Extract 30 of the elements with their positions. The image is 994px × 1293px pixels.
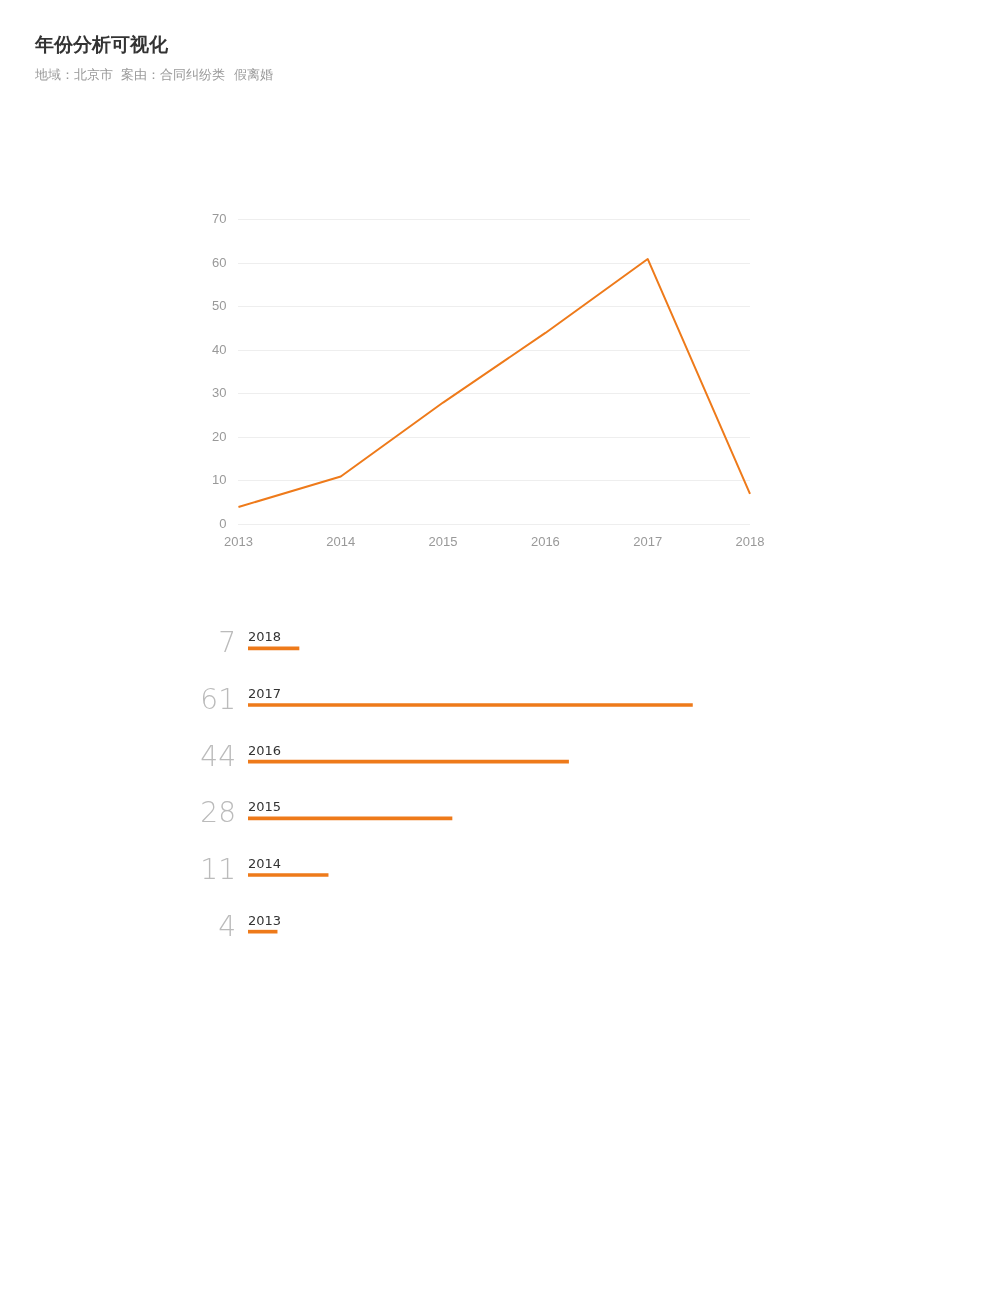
data-label: 7 (218, 626, 236, 660)
y-tick-label: 70 (211, 211, 227, 227)
x-tick-label: 2017 (633, 533, 663, 549)
x-tick-label: 2018 (735, 533, 765, 549)
y-tick-label: 30 (211, 385, 227, 401)
chart-subtitle: 地域：北京市 案由：合同纠纷类 假离婚 (35, 66, 273, 84)
y-tick-label: 2016 (248, 742, 282, 758)
y-tick-label: 10 (211, 472, 227, 488)
x-tick-label: 2016 (530, 533, 560, 549)
y-tick-label: 2017 (248, 686, 282, 701)
data-label: 4 (218, 909, 236, 943)
y-tick-label: 2018 (248, 629, 282, 645)
chart-title: 年份分析可视化 (35, 32, 168, 57)
data-label: 11 (200, 853, 236, 886)
y-tick-label: 2013 (248, 912, 282, 928)
y-tick-label: 0 (219, 515, 227, 531)
y-tick-label: 2014 (248, 856, 282, 871)
x-tick-label: 2014 (326, 533, 356, 549)
data-label: 28 (200, 796, 236, 830)
y-tick-label: 2015 (248, 799, 282, 815)
bar (248, 703, 693, 707)
data-label: 61 (200, 683, 236, 716)
y-tick-label: 40 (211, 341, 227, 357)
y-tick-label: 20 (211, 428, 227, 444)
data-label: 44 (200, 739, 236, 773)
y-tick-label: 50 (211, 298, 227, 314)
y-tick-label: 60 (211, 254, 227, 270)
x-tick-label: 2015 (428, 533, 458, 549)
bar (248, 873, 329, 877)
x-tick-label: 2013 (224, 533, 253, 549)
